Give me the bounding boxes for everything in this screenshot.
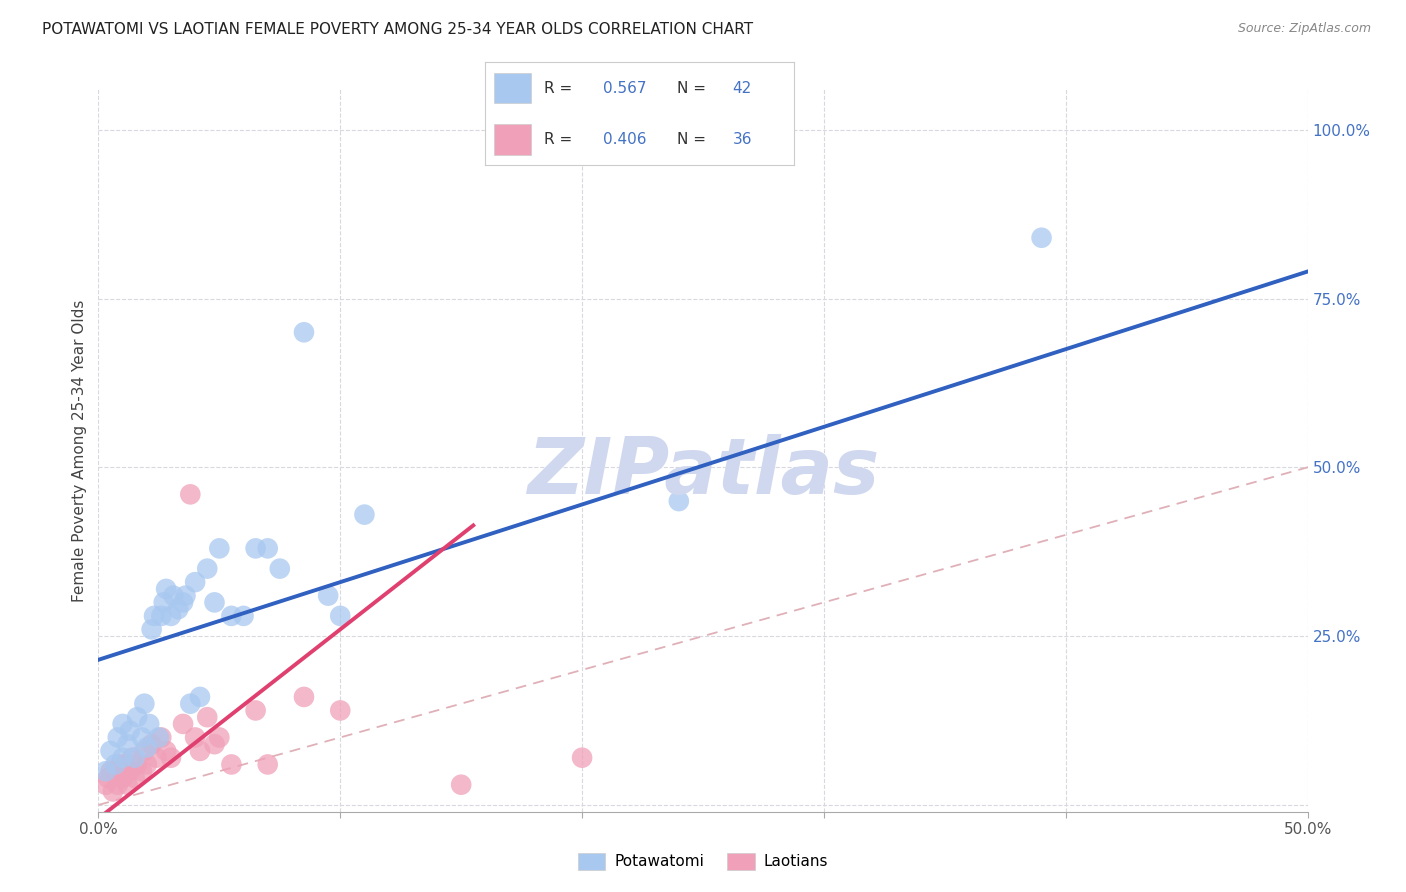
Point [108,757,131,772]
Point [450,778,472,792]
Point [316,589,339,603]
Point [135,757,157,772]
Point [179,697,201,711]
Point [179,487,201,501]
Point [114,757,136,772]
Point [134,697,156,711]
Point [107,731,129,745]
Point [100,744,122,758]
Point [245,541,267,556]
Text: Source: ZipAtlas.com: Source: ZipAtlas.com [1237,22,1371,36]
Point [256,541,278,556]
Point [134,744,156,758]
Bar [495,124,531,155]
Point [160,608,183,623]
Text: R =: R = [544,80,576,95]
Point [97,771,120,785]
Point [174,589,197,603]
Point [111,750,134,764]
Point [135,740,157,755]
Point [148,731,170,745]
Point [143,608,166,623]
Bar [495,73,531,103]
Point [208,731,231,745]
Point [160,750,183,764]
Text: ZIPatlas: ZIPatlas [527,434,879,510]
Point [188,690,211,704]
Point [107,778,129,792]
Point [221,608,243,623]
Legend: Potawatomi, Laotians: Potawatomi, Laotians [572,847,834,876]
Point [256,757,278,772]
Point [117,778,139,792]
Text: R =: R = [544,132,576,147]
Point [269,561,291,575]
Point [195,710,218,724]
Point [131,764,153,779]
Point [150,608,173,623]
Point [172,595,194,609]
Y-axis label: Female Poverty Among 25-34 Year Olds: Female Poverty Among 25-34 Year Olds [72,300,87,601]
Point [100,764,122,779]
Point [329,703,352,717]
Point [204,595,226,609]
Point [155,744,177,758]
Point [150,731,173,745]
Point [124,771,146,785]
Point [111,717,134,731]
Point [292,326,315,340]
Point [1031,231,1053,245]
Point [111,771,134,785]
Point [138,717,160,731]
Text: N =: N = [676,132,710,147]
Point [152,595,174,609]
Point [232,608,254,623]
Point [162,589,184,603]
Point [131,731,153,745]
Point [353,508,375,522]
Point [245,703,267,717]
Point [221,757,243,772]
Point [104,764,127,779]
Point [329,608,352,623]
Point [188,744,211,758]
Point [204,737,226,751]
Point [94,764,117,779]
Point [172,717,194,731]
Text: N =: N = [676,80,710,95]
Point [127,710,149,724]
Point [571,750,593,764]
Point [184,575,207,590]
Text: 36: 36 [733,132,752,147]
Point [167,602,190,616]
Text: 42: 42 [733,80,752,95]
Point [124,750,146,764]
Text: POTAWATOMI VS LAOTIAN FEMALE POVERTY AMONG 25-34 YEAR OLDS CORRELATION CHART: POTAWATOMI VS LAOTIAN FEMALE POVERTY AMO… [42,22,754,37]
Text: 0.567: 0.567 [603,80,647,95]
Point [145,750,167,764]
Point [155,582,177,596]
Point [104,757,127,772]
Point [127,757,149,772]
Point [94,778,117,792]
Text: 0.406: 0.406 [603,132,647,147]
Point [118,723,141,738]
Point [117,737,139,751]
Point [101,784,124,798]
Point [668,494,690,508]
Point [195,561,218,575]
Point [121,750,143,764]
Point [184,731,207,745]
Point [141,623,163,637]
Point [208,541,231,556]
Point [141,737,163,751]
Point [292,690,315,704]
Point [118,764,141,779]
